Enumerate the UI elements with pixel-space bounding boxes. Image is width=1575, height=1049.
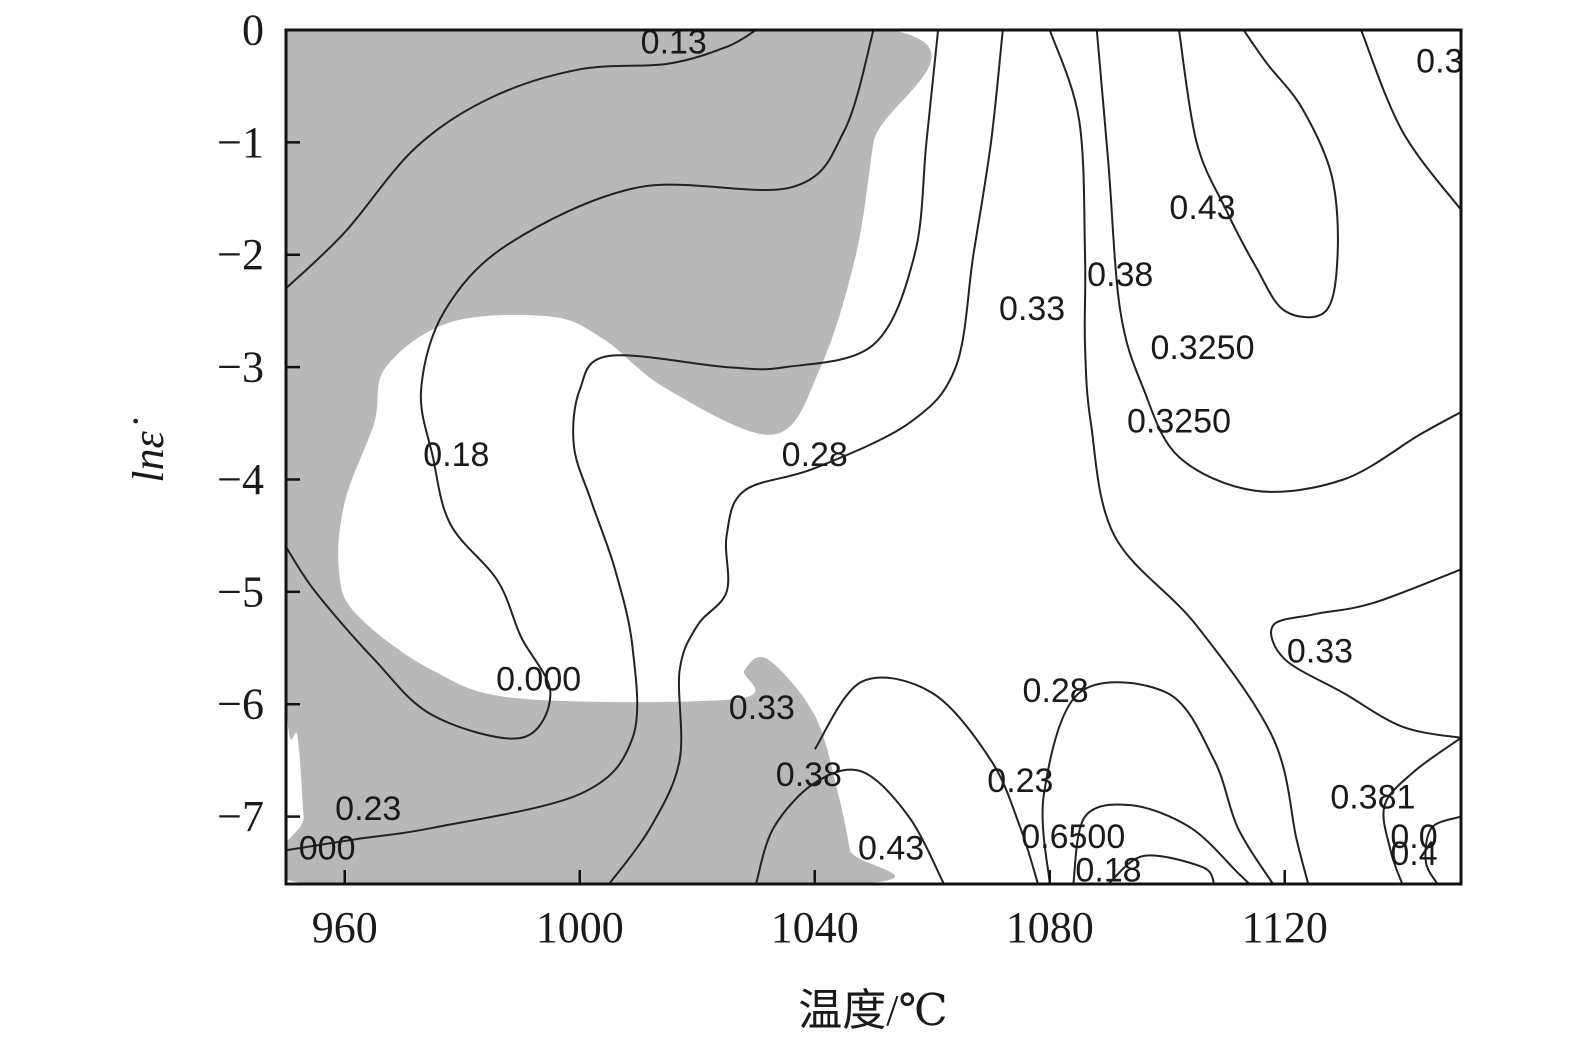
- contour-label: 0.6500: [1021, 818, 1125, 856]
- contour-labels: 0.130.18 0.280.0000.330.230000.380.430.43…: [299, 24, 1482, 890]
- x-tick-label: 1040: [771, 903, 859, 952]
- contour-label: 0.18: [1075, 852, 1141, 890]
- y-tick-label: 0: [242, 6, 264, 55]
- y-tick-label: −1: [217, 118, 264, 167]
- contour-line: [1041, 681, 1274, 884]
- contour-label: 0.23: [987, 762, 1053, 800]
- contour-line: [1382, 737, 1461, 884]
- contour-label: 0.0: [1390, 818, 1437, 856]
- contour-label: 0.38: [1087, 256, 1153, 294]
- contour-line: [286, 30, 757, 290]
- contour-label: 0.38: [776, 756, 842, 794]
- x-tick-label: 1080: [1006, 903, 1094, 952]
- y-tick-label: −6: [217, 680, 264, 729]
- contour-label: 0.28: [782, 436, 848, 474]
- y-tick-label: −3: [217, 343, 264, 392]
- y-tick-label: −2: [217, 230, 264, 279]
- x-tick-label: 1000: [536, 903, 624, 952]
- y-tick-label: −4: [217, 455, 264, 504]
- x-axis-ticks: 960 1000 1040 1080 1120: [312, 870, 1328, 952]
- instability-regions: [286, 30, 932, 884]
- contour-line: [1178, 30, 1339, 319]
- contour-line: [1360, 30, 1461, 211]
- contour-label: 0.33: [1287, 633, 1353, 671]
- contour-lines: [286, 30, 1461, 884]
- contour-label: 0.33: [999, 290, 1065, 328]
- contour-label: 0.381: [1330, 779, 1415, 817]
- contour-label: 0.23: [335, 790, 401, 828]
- contour-line: [1072, 803, 1251, 884]
- contour-label: 0.28: [1023, 672, 1089, 710]
- contour-label: 0.3250: [1127, 402, 1231, 440]
- contour-label: 0.38: [1416, 43, 1482, 81]
- contour-label: 0.43: [858, 829, 924, 867]
- contour-line: [1270, 568, 1461, 739]
- contour-label: 000: [299, 829, 356, 867]
- y-tick-label: −5: [217, 567, 264, 616]
- contour-line: [286, 30, 940, 852]
- y-tick-label: −7: [217, 792, 264, 841]
- contour-line: [1095, 30, 1461, 493]
- y-axis-title: lnε̇: [124, 418, 173, 483]
- plot-frame: [284, 28, 1463, 886]
- x-axis-title: 温度/℃: [798, 986, 947, 1035]
- contour-line: [1107, 854, 1216, 884]
- contour-line: [813, 676, 1039, 884]
- contour-label: 0.4: [1390, 835, 1437, 873]
- contour-line: [286, 30, 875, 740]
- contour-label: 0.43: [1169, 189, 1235, 227]
- y-axis-ticks: 0 −1 −2 −3 −4 −5 −6 −7: [217, 6, 300, 841]
- contour-label: 0.13: [641, 24, 707, 62]
- contour-label: 0.18: [423, 436, 489, 474]
- contour-line: [755, 768, 945, 884]
- x-tick-label: 960: [312, 903, 378, 952]
- contour-label: 0.33: [729, 689, 795, 727]
- contour-line: [1424, 815, 1461, 884]
- contour-line: [608, 30, 1004, 884]
- contour-label: 0.3250: [1151, 329, 1255, 367]
- x-tick-label: 1120: [1242, 903, 1328, 952]
- instability-region: [286, 30, 932, 884]
- contour-line: [1048, 30, 1310, 884]
- contour-label: 0.000: [496, 661, 581, 699]
